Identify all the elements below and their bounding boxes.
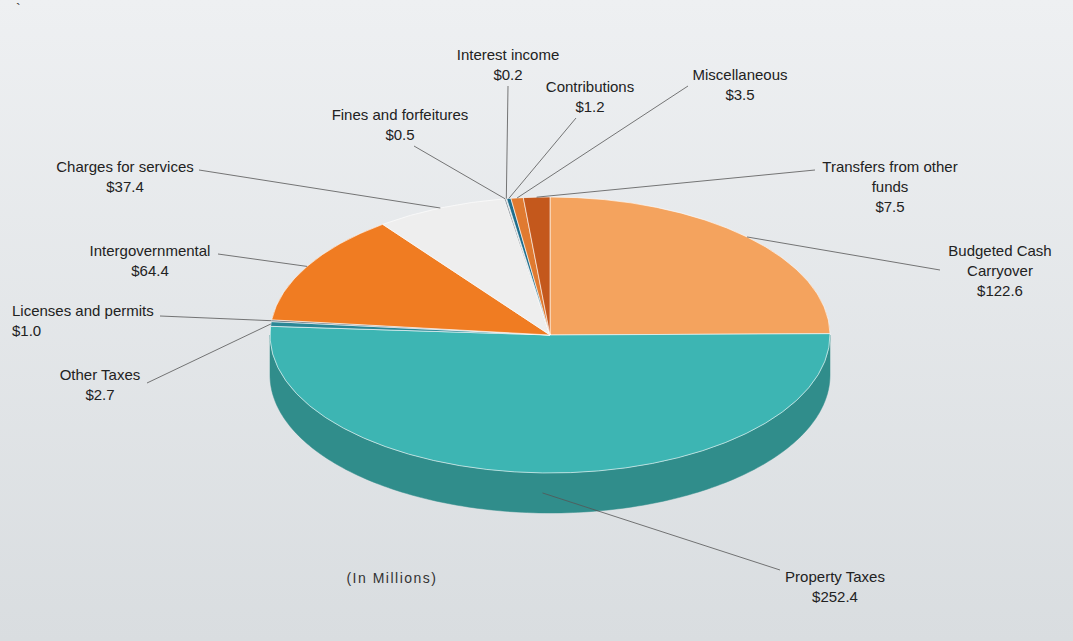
leader-line (199, 170, 440, 208)
chart: Budgeted CashCarryover $122.6 Property Tax… (0, 0, 1073, 641)
value-label: $122.6 (977, 282, 1023, 299)
leader-line (747, 237, 940, 270)
labels: Budgeted CashCarryover $122.6 Property Tax… (12, 46, 1052, 605)
slice-label: Transfers from otherfunds (822, 158, 957, 195)
slice-label: Budgeted CashCarryover (948, 242, 1051, 279)
slice (270, 326, 830, 473)
slice-label: Property Taxes (785, 568, 885, 585)
leader-line (506, 86, 508, 199)
slice-label: Licenses and permits (12, 302, 154, 319)
leader-lines (147, 86, 940, 570)
leader-line (509, 118, 576, 199)
subtitle: (In Millions) (346, 570, 437, 586)
slice (523, 197, 550, 335)
value-label: $0.5 (385, 126, 414, 143)
value-label: $37.4 (106, 178, 144, 195)
value-label: $2.7 (85, 386, 114, 403)
slice-label: Charges for services (56, 158, 194, 175)
leader-line (517, 86, 688, 198)
value-label: $252.4 (812, 588, 858, 605)
leader-line (543, 493, 780, 570)
background (0, 0, 1073, 641)
slice-label: Other Taxes (60, 366, 141, 383)
value-label: $1.2 (575, 98, 604, 115)
slice-label: Fines and forfeitures (332, 106, 469, 123)
value-label: $0.2 (493, 66, 522, 83)
value-label: $3.5 (725, 86, 754, 103)
leader-line (218, 254, 307, 266)
slice (550, 197, 830, 335)
chart-container: Budgeted CashCarryover $122.6 Property Tax… (0, 0, 1073, 641)
annotation: ` (16, 1, 21, 17)
slice-label: Miscellaneous (692, 66, 787, 83)
slice (511, 198, 550, 335)
leader-line (147, 324, 271, 383)
value-label: $64.4 (131, 262, 169, 279)
leader-line (160, 316, 272, 321)
value-label: $1.0 (12, 322, 41, 339)
leader-line (414, 146, 505, 199)
pie-group (270, 197, 830, 473)
value-label: $7.5 (875, 198, 904, 215)
slice-label: Intergovernmental (90, 242, 211, 259)
slice-label: Interest income (457, 46, 560, 63)
leader-line (537, 170, 815, 197)
slice-label: Contributions (546, 78, 634, 95)
